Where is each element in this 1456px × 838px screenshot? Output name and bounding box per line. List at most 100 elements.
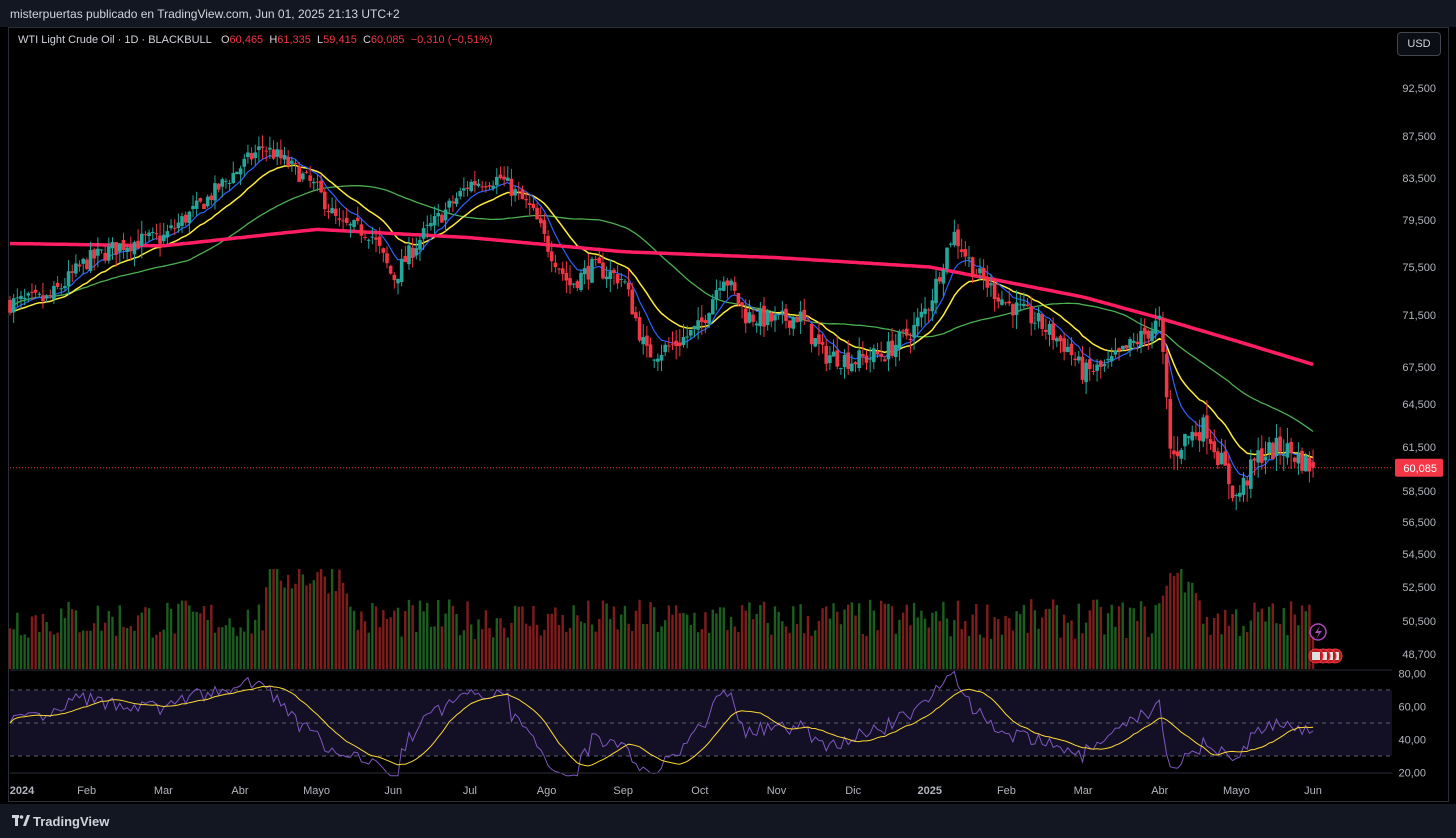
price-tick-label: 83,500	[1402, 173, 1436, 185]
volume-bar	[821, 608, 824, 669]
candle-body	[970, 257, 975, 277]
candle-body	[524, 199, 528, 201]
candle-body	[645, 335, 649, 346]
price-tick-label: 92,500	[1402, 83, 1436, 95]
volume-bar	[759, 605, 762, 669]
volume-bar	[982, 637, 985, 669]
candle-body	[260, 146, 265, 148]
volume-bar	[612, 606, 616, 669]
candle-body	[784, 308, 788, 321]
volume-bar	[426, 602, 429, 669]
candle-body	[1227, 463, 1231, 485]
volume-bar	[583, 623, 586, 669]
candle-body	[476, 183, 481, 187]
volume-bar	[1062, 614, 1066, 669]
candle-body	[1307, 457, 1312, 472]
candle-body	[480, 186, 484, 188]
candle-body	[656, 358, 660, 362]
candle-body	[915, 317, 920, 327]
candle-body	[150, 231, 155, 233]
volume-bar	[554, 607, 557, 669]
volume-bar	[1147, 636, 1150, 669]
time-tick-label: Jul	[463, 785, 477, 797]
candle-body	[414, 248, 419, 256]
candle-body	[1311, 462, 1315, 468]
volume-bar	[367, 632, 370, 669]
candle-body	[1117, 348, 1121, 351]
candle-body	[791, 316, 796, 329]
candle-body	[1238, 492, 1242, 497]
candle-body	[1296, 453, 1301, 464]
volume-bar	[275, 569, 279, 669]
symbol-title[interactable]: WTI Light Crude Oil · 1D · BLACKBULL	[18, 34, 212, 46]
volume-bar	[781, 621, 784, 669]
candle-body	[410, 247, 415, 258]
volume-bar	[539, 635, 542, 669]
candle-body	[432, 216, 437, 226]
volume-bar	[696, 632, 700, 669]
candle-body	[187, 211, 192, 224]
volume-bar	[1220, 634, 1223, 669]
chart-legend: WTI Light Crude Oil · 1D · BLACKBULL O60…	[18, 34, 493, 46]
candle-body	[692, 326, 697, 330]
candle-body	[128, 245, 133, 252]
candle-body	[930, 300, 935, 312]
volume-bar	[199, 613, 202, 669]
tradingview-logo-icon	[12, 815, 30, 826]
candle-body	[652, 359, 657, 361]
volume-bar	[352, 610, 356, 669]
volume-bar	[334, 590, 337, 669]
low-label: L	[317, 34, 324, 46]
candle-body	[326, 210, 331, 212]
candle-body	[842, 355, 847, 368]
volume-bar	[1008, 618, 1011, 669]
volume-bar	[565, 631, 568, 669]
candle-body	[202, 204, 206, 210]
volume-bar	[631, 631, 634, 669]
volume-bar	[378, 627, 381, 669]
candle-body	[1164, 353, 1169, 398]
close-value: 60,085	[370, 34, 405, 46]
candle-body	[304, 172, 309, 174]
volume-bar	[1084, 622, 1088, 669]
volume-bar	[243, 631, 246, 669]
time-tick-label: 2025	[918, 785, 942, 797]
volume-bar	[960, 629, 963, 669]
last-price-label: 60,085	[1403, 463, 1437, 475]
candle-body	[1234, 494, 1238, 496]
volume-bar	[627, 623, 630, 669]
candle-body	[469, 181, 473, 192]
volume-bar	[1022, 604, 1026, 669]
volume-bar	[715, 613, 718, 669]
candle-body	[696, 320, 700, 330]
candle-body	[462, 188, 466, 191]
volume-bar	[850, 602, 854, 669]
candle-body	[974, 275, 979, 277]
candle-body	[707, 313, 711, 324]
candle-body	[659, 354, 664, 361]
price-tick-label: 50,500	[1402, 616, 1436, 628]
candle-body	[429, 223, 433, 227]
volume-bar	[623, 605, 627, 669]
volume-bar	[711, 609, 714, 669]
candle-body	[1252, 458, 1257, 461]
candle-body	[883, 359, 887, 362]
candle-body	[77, 264, 82, 267]
candle-body	[941, 269, 946, 284]
currency-button[interactable]: USD	[1397, 32, 1441, 56]
volume-bar	[1169, 572, 1172, 669]
candle-body	[1025, 304, 1030, 307]
volume-bar	[645, 623, 649, 669]
volume-bar	[748, 602, 751, 669]
volume-bar	[308, 583, 312, 669]
axes: 92,500 87,500 83,500 79,500 75,500 71,500 67,5…	[10, 83, 1443, 797]
volume-bar	[1293, 614, 1296, 669]
candle-body	[1208, 439, 1213, 444]
volume-bar	[942, 601, 945, 669]
candle-body	[648, 344, 653, 358]
candle-body	[473, 180, 477, 186]
volume-bar	[345, 593, 348, 669]
candle-body	[1091, 370, 1096, 372]
candle-body	[48, 295, 53, 297]
